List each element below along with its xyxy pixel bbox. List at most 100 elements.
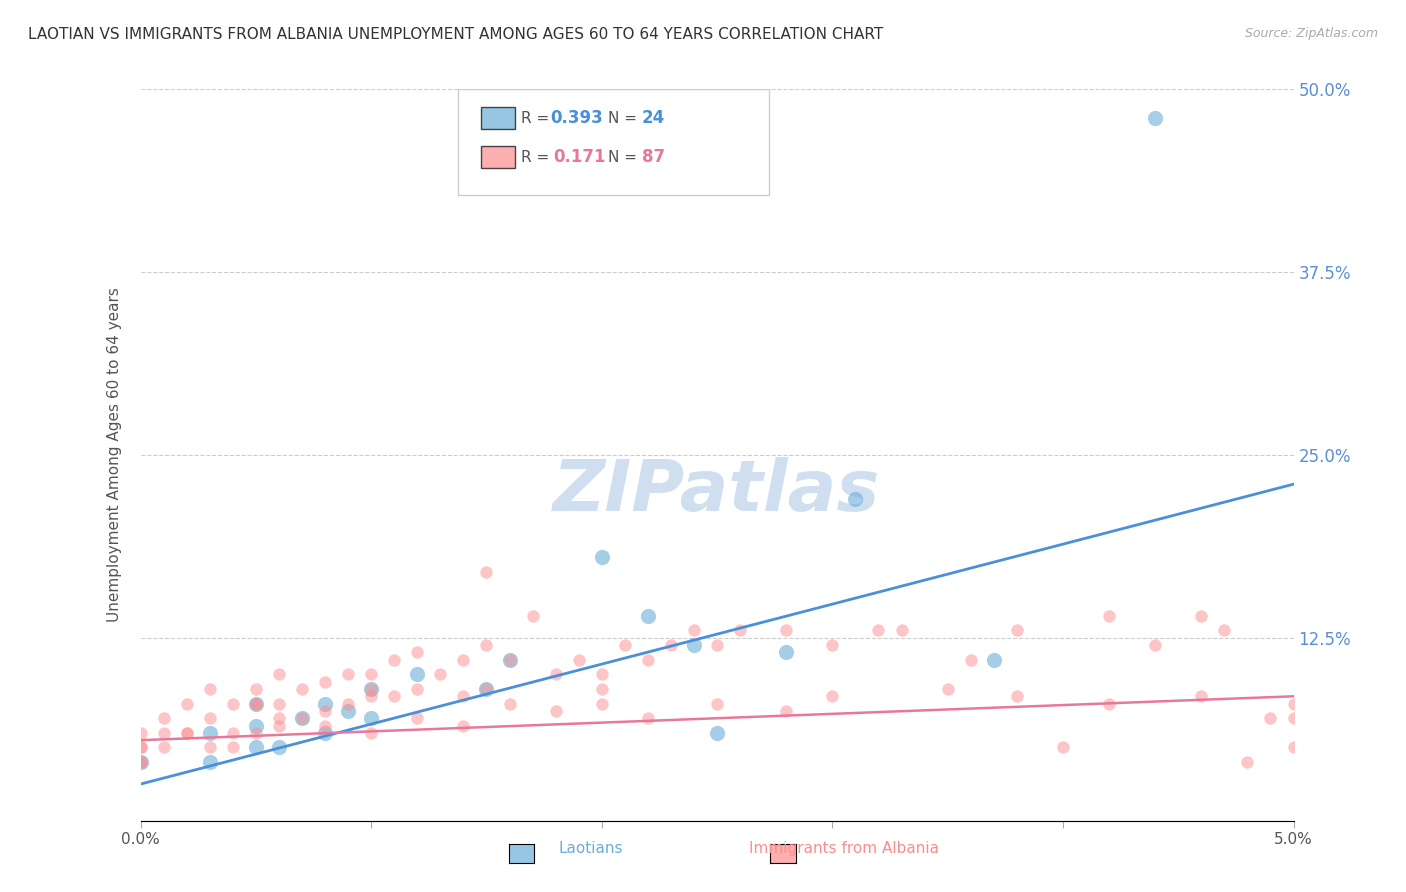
Point xyxy=(245,697,267,711)
Point xyxy=(683,638,706,652)
Point xyxy=(337,697,360,711)
Point xyxy=(360,690,382,704)
Point xyxy=(129,740,152,755)
Point xyxy=(382,690,405,704)
Point xyxy=(498,653,520,667)
Y-axis label: Unemployment Among Ages 60 to 64 years: Unemployment Among Ages 60 to 64 years xyxy=(107,287,122,623)
Point xyxy=(314,674,336,689)
Point xyxy=(314,697,336,711)
Point xyxy=(267,697,290,711)
Point xyxy=(267,711,290,725)
Point xyxy=(176,726,198,740)
Point xyxy=(591,667,613,681)
Point xyxy=(129,755,152,769)
Point xyxy=(291,711,314,725)
Point xyxy=(1282,711,1305,725)
Point xyxy=(453,718,475,732)
Text: 87: 87 xyxy=(643,148,665,166)
Point xyxy=(245,740,267,755)
Point xyxy=(314,704,336,718)
Point xyxy=(637,653,659,667)
Point xyxy=(429,667,451,681)
Point xyxy=(1189,608,1212,623)
Point xyxy=(360,681,382,696)
Point xyxy=(198,681,221,696)
Point xyxy=(382,653,405,667)
Point xyxy=(475,565,498,579)
Point xyxy=(337,667,360,681)
Point xyxy=(406,667,429,681)
Point xyxy=(475,681,498,696)
Point xyxy=(868,624,890,638)
Point xyxy=(498,653,520,667)
Text: 24: 24 xyxy=(643,110,665,128)
Point xyxy=(291,711,314,725)
Point xyxy=(198,740,221,755)
Point xyxy=(1260,711,1282,725)
Point xyxy=(360,726,382,740)
Point xyxy=(360,711,382,725)
Point xyxy=(406,711,429,725)
Point xyxy=(222,740,245,755)
Point xyxy=(1144,112,1167,126)
Text: LAOTIAN VS IMMIGRANTS FROM ALBANIA UNEMPLOYMENT AMONG AGES 60 TO 64 YEARS CORREL: LAOTIAN VS IMMIGRANTS FROM ALBANIA UNEMP… xyxy=(28,27,883,42)
Point xyxy=(775,645,797,659)
Point xyxy=(936,681,959,696)
Point xyxy=(1282,697,1305,711)
Point xyxy=(613,638,636,652)
Point xyxy=(245,697,267,711)
Text: Immigrants from Albania: Immigrants from Albania xyxy=(748,841,939,856)
Point xyxy=(1236,755,1258,769)
Point xyxy=(1282,740,1305,755)
Point xyxy=(821,638,844,652)
Point xyxy=(983,653,1005,667)
Text: Source: ZipAtlas.com: Source: ZipAtlas.com xyxy=(1244,27,1378,40)
Text: R =: R = xyxy=(522,111,554,126)
Point xyxy=(959,653,981,667)
Point xyxy=(1052,740,1074,755)
Point xyxy=(1005,624,1028,638)
Point xyxy=(406,645,429,659)
Point xyxy=(591,681,613,696)
Point xyxy=(222,697,245,711)
Point xyxy=(453,690,475,704)
Point xyxy=(453,653,475,667)
Point xyxy=(222,726,245,740)
Point xyxy=(522,608,544,623)
Point xyxy=(129,755,152,769)
Point xyxy=(245,681,267,696)
Point xyxy=(683,624,706,638)
Point xyxy=(176,697,198,711)
Point xyxy=(637,608,659,623)
Point xyxy=(314,726,336,740)
Point xyxy=(475,681,498,696)
Text: 0.393: 0.393 xyxy=(550,110,603,128)
Point xyxy=(245,697,267,711)
Point xyxy=(152,726,174,740)
Point xyxy=(267,718,290,732)
Point xyxy=(706,638,728,652)
Point xyxy=(544,704,567,718)
Point xyxy=(406,681,429,696)
Point xyxy=(1144,638,1167,652)
Text: Laotians: Laotians xyxy=(558,841,623,856)
FancyBboxPatch shape xyxy=(481,108,515,129)
Point xyxy=(706,726,728,740)
Point xyxy=(591,550,613,565)
Point xyxy=(245,718,267,732)
Point xyxy=(568,653,591,667)
Point xyxy=(314,718,336,732)
Point xyxy=(245,726,267,740)
Point xyxy=(775,704,797,718)
Point xyxy=(1098,697,1121,711)
Point xyxy=(775,624,797,638)
Point xyxy=(360,681,382,696)
Point xyxy=(129,755,152,769)
Point xyxy=(637,711,659,725)
Text: ZIPatlas: ZIPatlas xyxy=(554,457,880,526)
Text: 0.171: 0.171 xyxy=(554,148,606,166)
Point xyxy=(176,726,198,740)
Point xyxy=(659,638,682,652)
Point xyxy=(198,755,221,769)
Point xyxy=(544,667,567,681)
